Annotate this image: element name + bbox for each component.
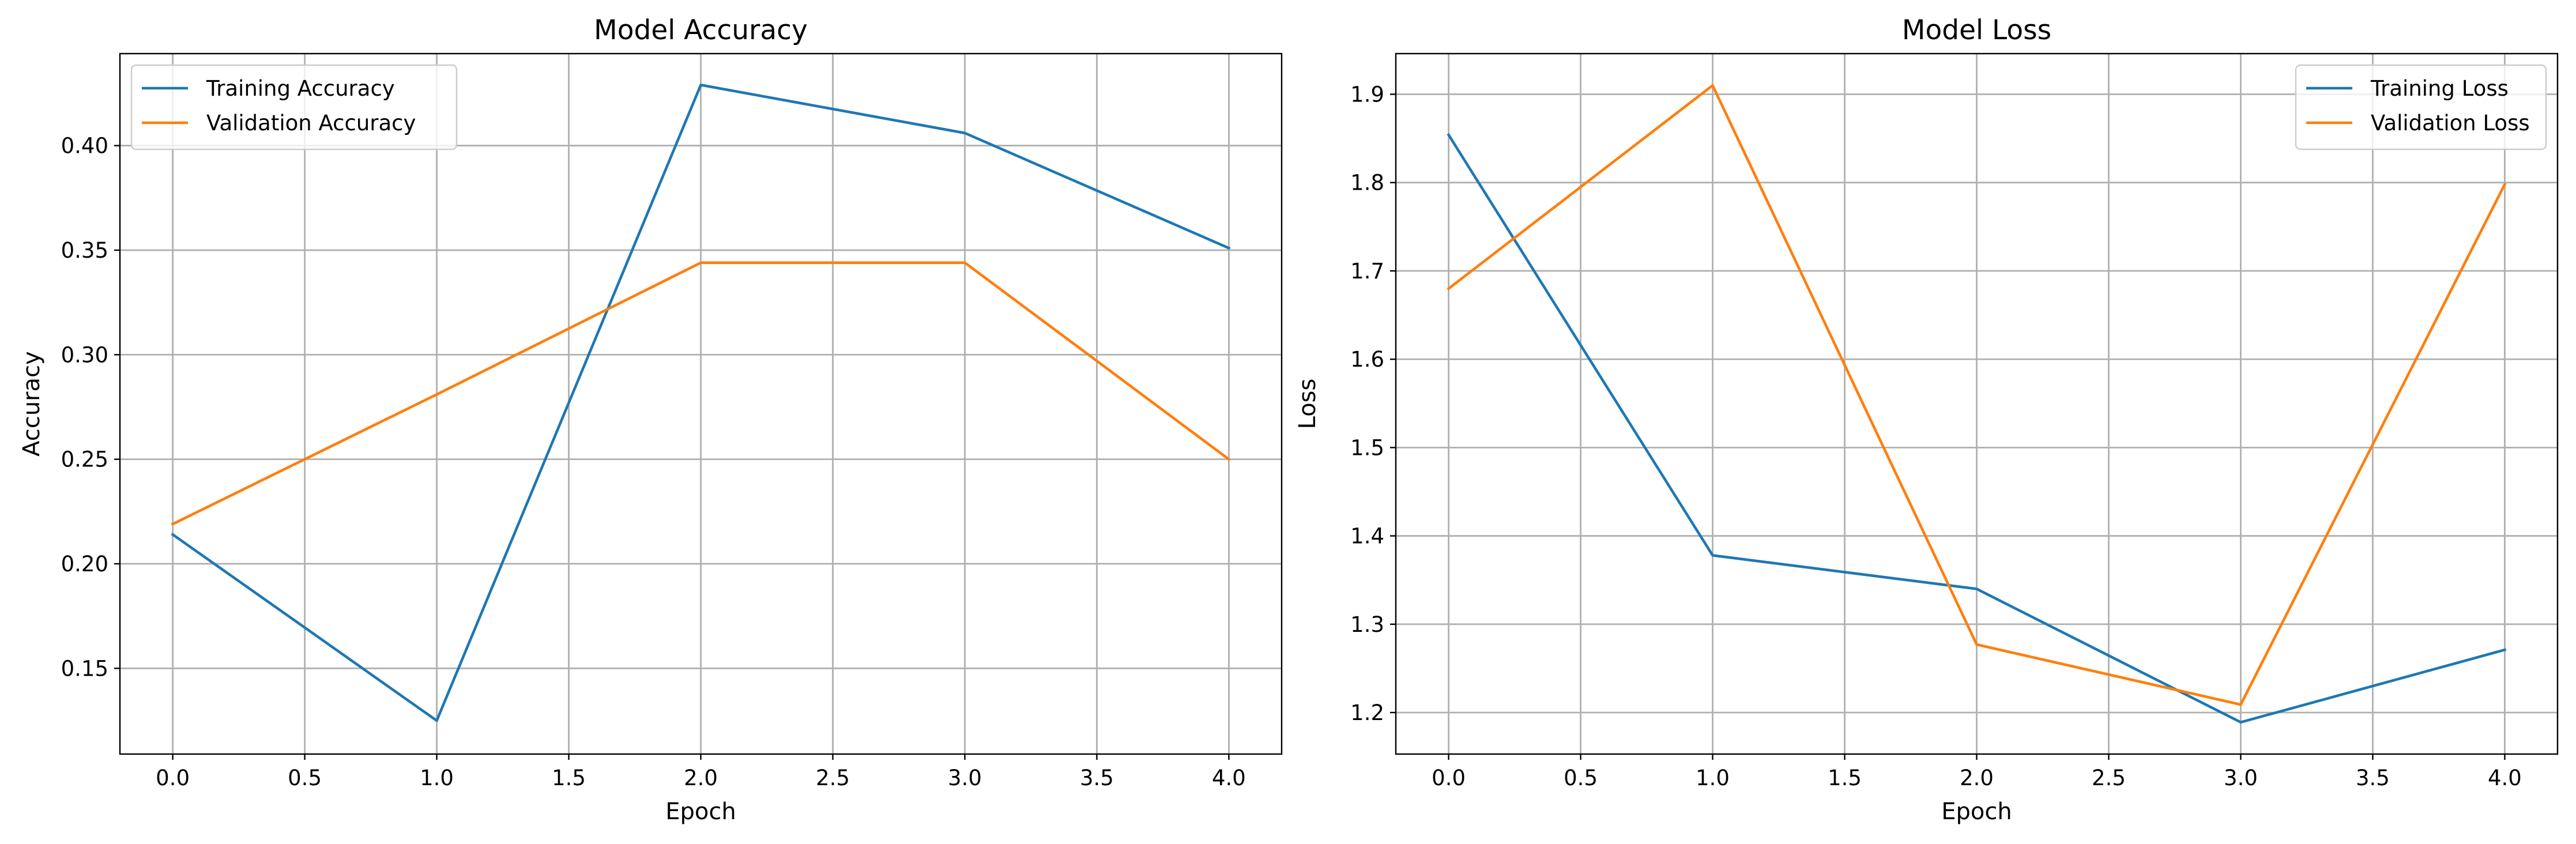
legend-label: Validation Loss	[2371, 111, 2530, 135]
y-tick-label: 1.2	[1350, 700, 1384, 725]
grid	[120, 54, 1282, 754]
chart-title: Model Loss	[1902, 14, 2051, 46]
x-tick-label: 2.5	[2092, 766, 2126, 790]
x-tick-label: 0.5	[288, 766, 322, 790]
x-tick-label: 1.5	[1828, 766, 1862, 790]
legend-box	[130, 64, 458, 150]
y-tick-label: 1.7	[1350, 259, 1384, 284]
y-tick-label: 0.20	[61, 552, 108, 577]
y-tick-label: 0.15	[61, 656, 108, 681]
y-tick-label: 0.35	[61, 238, 108, 263]
legend: Training Loss Validation Loss	[2295, 64, 2547, 150]
x-tick-label: 3.0	[2224, 766, 2258, 790]
y-axis-label: Loss	[1294, 379, 1321, 429]
legend-label: Validation Accuracy	[206, 111, 416, 135]
y-tick-label: 0.40	[61, 134, 108, 159]
legend: Training Accuracy Validation Accuracy	[130, 64, 458, 150]
y-tick-label: 1.5	[1350, 435, 1384, 460]
y-tick-label: 1.6	[1350, 347, 1384, 372]
y-tick-label: 1.4	[1350, 524, 1384, 549]
legend-box	[2295, 64, 2547, 150]
x-tick-label: 3.0	[948, 766, 982, 790]
y-tick-label: 1.3	[1350, 612, 1384, 637]
subplot-loss: Model Loss 0.0 0.5 1.0 1.5 2.0 2.5 3.0 3.5 4.0 1.2…	[1294, 14, 2559, 825]
x-axis-label: Epoch	[665, 798, 736, 825]
x-tick-label: 2.0	[1960, 766, 1994, 790]
x-tick-label: 0.0	[156, 766, 190, 790]
x-tick-label: 1.5	[552, 766, 586, 790]
x-tick-label: 4.0	[1212, 766, 1246, 790]
y-tick-label: 1.9	[1350, 82, 1384, 107]
grid	[1396, 54, 2558, 754]
x-tick-label: 0.0	[1432, 766, 1466, 790]
y-axis-label: Accuracy	[18, 351, 45, 457]
x-axis-label: Epoch	[1941, 798, 2012, 825]
y-tick-label: 0.25	[61, 447, 108, 472]
x-tick-label: 4.0	[2488, 766, 2522, 790]
subplot-accuracy: Model Accuracy 0.0 0.5 1.0 1.5 2.0 2.5 3.0 3.5 4.…	[18, 14, 1283, 825]
legend-label: Training Loss	[2370, 76, 2509, 101]
x-tick-label: 2.0	[684, 766, 718, 790]
y-tick-label: 0.30	[61, 342, 108, 367]
x-tick-label: 3.5	[2356, 766, 2390, 790]
x-tick-label: 3.5	[1080, 766, 1114, 790]
x-tick-label: 1.0	[1696, 766, 1730, 790]
x-tick-label: 2.5	[816, 766, 850, 790]
chart-title: Model Accuracy	[594, 14, 808, 46]
legend-label: Training Accuracy	[206, 76, 395, 101]
x-tick-label: 0.5	[1564, 766, 1598, 790]
y-tick-label: 1.8	[1350, 171, 1384, 195]
x-tick-label: 1.0	[420, 766, 454, 790]
